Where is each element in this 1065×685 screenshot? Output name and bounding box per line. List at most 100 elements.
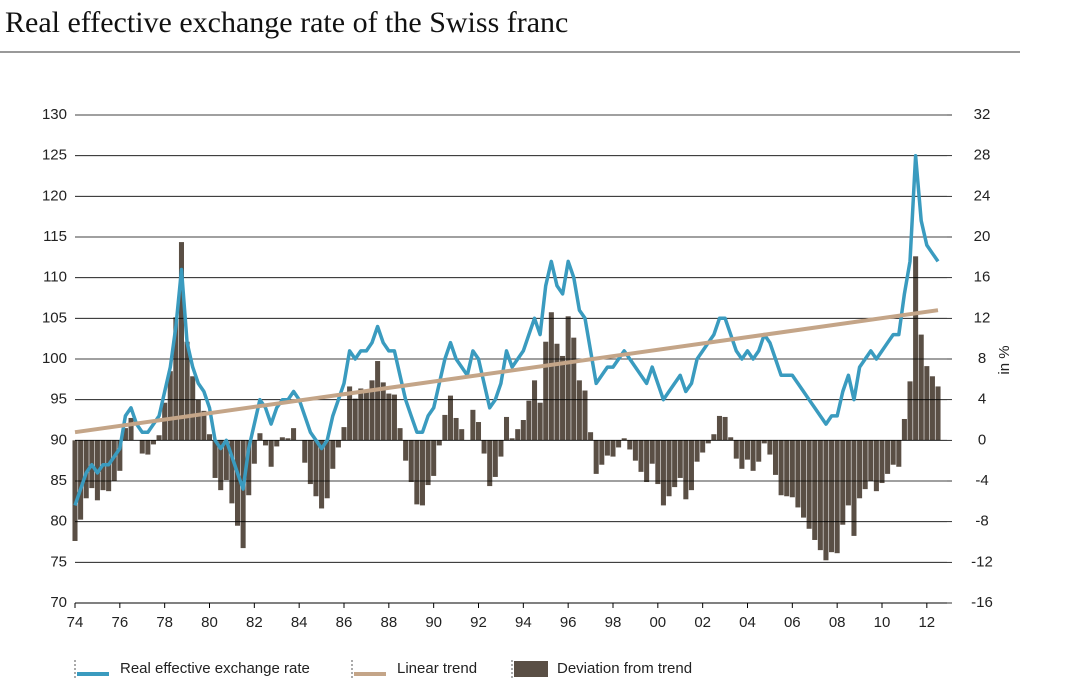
deviation-bar xyxy=(369,380,375,441)
deviation-bar xyxy=(582,390,588,441)
deviation-bar xyxy=(784,440,790,497)
deviation-bar xyxy=(728,437,734,441)
deviation-bar xyxy=(347,386,353,441)
deviation-bar xyxy=(772,440,779,475)
deviation-bar xyxy=(78,440,84,520)
deviation-bar xyxy=(672,440,678,488)
deviation-bar xyxy=(560,355,566,441)
deviation-bar xyxy=(128,417,134,441)
deviation-bar xyxy=(616,440,622,448)
deviation-bar xyxy=(212,440,218,478)
deviation-bar xyxy=(845,440,851,506)
y2-tick-label: 16 xyxy=(974,269,991,286)
deviation-bar xyxy=(576,380,582,441)
y2-tick-label: -4 xyxy=(975,472,988,489)
deviation-bar xyxy=(666,440,672,497)
y-tick-label: 110 xyxy=(43,269,67,286)
deviation-bar xyxy=(319,440,325,509)
deviation-bar xyxy=(901,418,907,441)
deviation-bar xyxy=(117,440,123,471)
deviation-bar xyxy=(431,440,437,476)
deviation-bar xyxy=(145,440,151,455)
x-tick-label: 00 xyxy=(649,614,666,631)
deviation-bar xyxy=(795,440,801,508)
deviation-bar xyxy=(139,440,145,454)
deviation-bar xyxy=(918,334,924,441)
deviation-bar xyxy=(223,440,229,480)
deviation-bar xyxy=(363,389,369,441)
deviation-bar xyxy=(218,440,224,491)
deviation-bar xyxy=(644,440,650,483)
y2-tick-label: -16 xyxy=(971,594,993,611)
deviation-bar xyxy=(812,440,818,540)
legend-swatch xyxy=(514,661,548,677)
deviation-bar xyxy=(515,429,521,441)
deviation-bar xyxy=(408,440,414,483)
legend-label: Deviation from trend xyxy=(557,660,692,677)
deviation-bar xyxy=(655,440,661,485)
deviation-bar xyxy=(481,440,487,454)
deviation-bar xyxy=(599,440,605,465)
x-tick-label: 06 xyxy=(784,614,801,631)
deviation-bar xyxy=(447,395,453,441)
x-tick-label: 94 xyxy=(515,614,532,631)
y-tick-label: 105 xyxy=(42,309,67,326)
deviation-bar xyxy=(291,428,297,441)
x-tick-label: 90 xyxy=(425,614,442,631)
deviation-bar xyxy=(419,440,425,506)
x-tick-label: 84 xyxy=(291,614,308,631)
deviation-bar xyxy=(414,440,420,505)
deviation-bar xyxy=(851,440,857,536)
y2-tick-label: 8 xyxy=(978,350,986,367)
x-tick-label: 92 xyxy=(470,614,487,631)
deviation-bar xyxy=(739,440,745,469)
deviation-bar xyxy=(234,440,241,526)
y2-tick-label: 4 xyxy=(978,391,986,408)
deviation-bar xyxy=(403,440,409,461)
deviation-bar xyxy=(173,317,179,441)
deviation-bar xyxy=(834,440,840,554)
y-tick-label: 95 xyxy=(50,391,67,408)
deviation-bar xyxy=(716,415,722,441)
y-tick-label: 75 xyxy=(50,553,67,570)
deviation-bar xyxy=(761,440,767,444)
deviation-bar xyxy=(150,440,156,445)
deviation-bar xyxy=(778,440,784,496)
y-tick-label: 90 xyxy=(50,431,67,448)
deviation-bar xyxy=(72,440,78,541)
deviation-bar xyxy=(801,440,807,518)
deviation-bar xyxy=(201,410,207,441)
deviation-bar xyxy=(610,440,616,457)
y2-tick-label: 28 xyxy=(974,147,991,164)
x-tick-label: 80 xyxy=(201,614,218,631)
deviation-bar xyxy=(251,440,257,464)
y-tick-label: 125 xyxy=(42,147,67,164)
deviation-bar xyxy=(913,256,919,441)
deviation-bar xyxy=(358,388,364,441)
deviation-bar xyxy=(122,428,128,441)
deviation-bar xyxy=(789,440,795,498)
deviation-bar xyxy=(352,398,358,441)
deviation-bar xyxy=(705,440,711,444)
deviation-bar xyxy=(459,429,465,441)
deviation-bar xyxy=(498,440,504,457)
deviation-bar xyxy=(744,440,751,460)
deviation-bar xyxy=(929,376,935,441)
x-tick-label: 02 xyxy=(694,614,711,631)
deviation-bar xyxy=(190,376,196,441)
deviation-bar xyxy=(268,440,274,467)
deviation-bar xyxy=(593,440,599,474)
deviation-bar xyxy=(375,361,381,441)
deviation-bar xyxy=(548,312,554,441)
deviation-bar xyxy=(862,440,868,490)
deviation-bar xyxy=(487,440,493,487)
deviation-bar xyxy=(470,409,476,441)
deviation-bar xyxy=(767,440,773,455)
deviation-bar xyxy=(229,440,235,504)
x-tick-label: 86 xyxy=(336,614,353,631)
deviation-bar xyxy=(885,440,891,474)
deviation-bar xyxy=(397,428,403,441)
y-tick-label: 115 xyxy=(43,228,67,245)
